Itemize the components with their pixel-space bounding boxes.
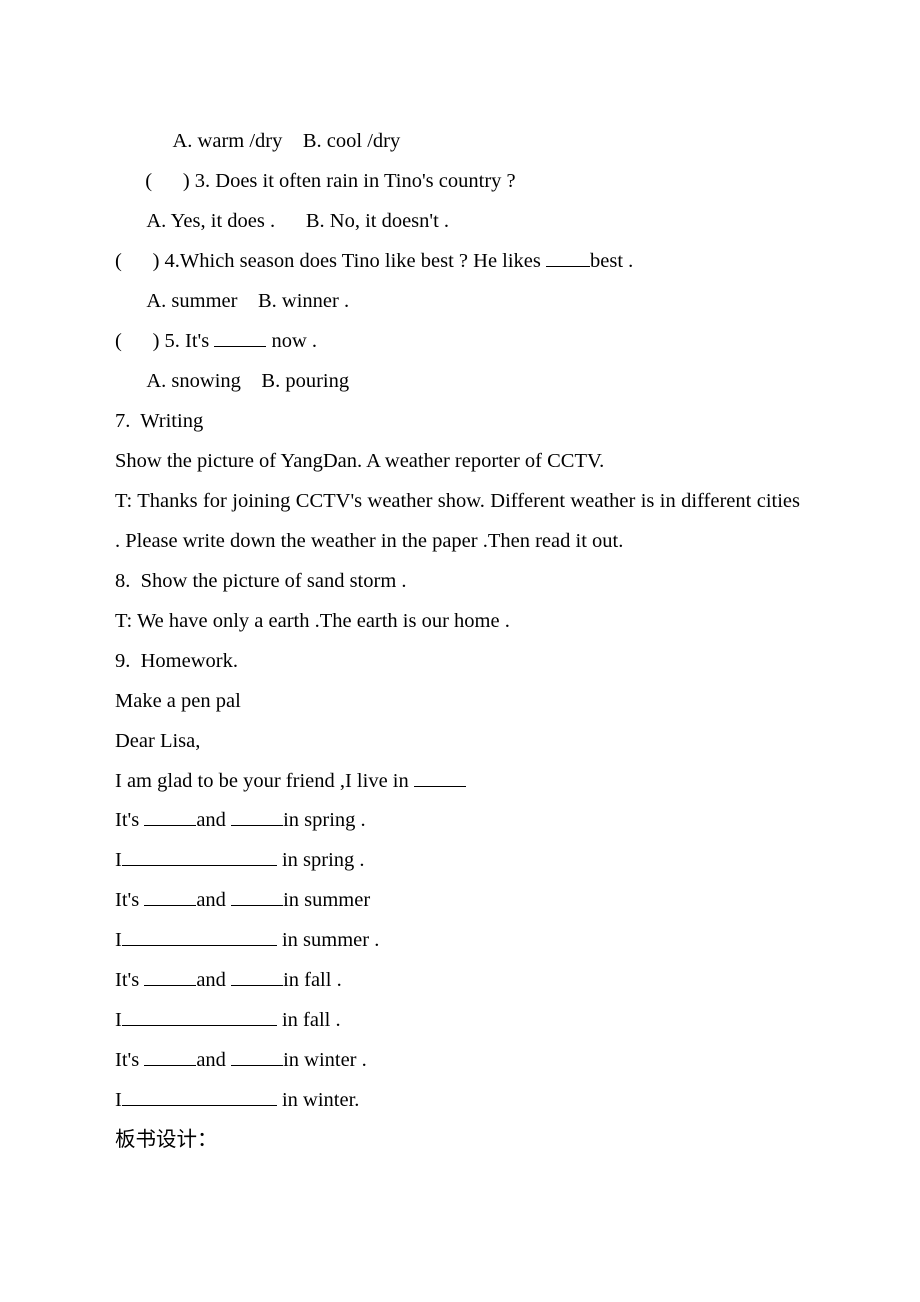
fall2-b: in fall . [277, 1009, 341, 1031]
q5-prefix: ( ) 5. It's [115, 330, 214, 352]
spring1-a: It's [115, 809, 144, 831]
section-8-heading: 8. Show the picture of sand storm . [115, 562, 800, 602]
blank-fill [144, 1046, 196, 1067]
q2-options: A. warm /dry B. cool /dry [115, 122, 800, 162]
fall-line1: It's and in fall . [115, 961, 800, 1001]
board-design-heading: 板书设计： [115, 1121, 800, 1161]
section-9-line3: I am glad to be your friend ,I live in [115, 762, 800, 802]
s9-line3-prefix: I am glad to be your friend ,I live in [115, 770, 414, 792]
blank-fill [231, 966, 283, 987]
fall2-a: I [115, 1009, 122, 1031]
winter-line2: I in winter. [115, 1081, 800, 1121]
spring1-c: in spring . [283, 809, 366, 831]
section-9-heading: 9. Homework. [115, 642, 800, 682]
blank-fill [214, 326, 266, 347]
blank-fill [414, 766, 466, 787]
winter2-a: I [115, 1089, 122, 1111]
blank-fill [144, 966, 196, 987]
spring2-b: in spring . [277, 849, 365, 871]
blank-fill [144, 886, 196, 907]
blank-fill [144, 806, 196, 827]
q5-text: ( ) 5. It's now . [115, 322, 800, 362]
summer1-b: and [196, 889, 231, 911]
section-8-line1: T: We have only a earth .The earth is ou… [115, 602, 800, 642]
blank-fill [122, 1006, 277, 1027]
blank-fill [231, 806, 283, 827]
winter1-b: and [196, 1049, 231, 1071]
spring1-b: and [196, 809, 231, 831]
summer2-b: in summer . [277, 929, 380, 951]
q4-prefix: ( ) 4.Which season does Tino like best ?… [115, 250, 546, 272]
winter1-c: in winter . [283, 1049, 367, 1071]
blank-fill [122, 846, 277, 867]
q3-options: A. Yes, it does . B. No, it doesn't . [115, 202, 800, 242]
summer1-a: It's [115, 889, 144, 911]
summer1-c: in summer [283, 889, 370, 911]
q5-suffix: now . [266, 330, 317, 352]
spring-line2: I in spring . [115, 841, 800, 881]
q4-options: A. summer B. winner . [115, 282, 800, 322]
winter-line1: It's and in winter . [115, 1041, 800, 1081]
section-7-line2: T: Thanks for joining CCTV's weather sho… [115, 482, 800, 562]
q3-text: ( ) 3. Does it often rain in Tino's coun… [115, 162, 800, 202]
spring2-a: I [115, 849, 122, 871]
q4-text: ( ) 4.Which season does Tino like best ?… [115, 242, 800, 282]
blank-fill [231, 886, 283, 907]
winter1-a: It's [115, 1049, 144, 1071]
spring-line1: It's and in spring . [115, 801, 800, 841]
summer-line2: I in summer . [115, 921, 800, 961]
section-7-line1: Show the picture of YangDan. A weather r… [115, 442, 800, 482]
fall-line2: I in fall . [115, 1001, 800, 1041]
section-9-line2: Dear Lisa, [115, 722, 800, 762]
q5-options: A. snowing B. pouring [115, 362, 800, 402]
summer-line1: It's and in summer [115, 881, 800, 921]
fall1-c: in fall . [283, 969, 342, 991]
blank-fill [122, 926, 277, 947]
blank-fill [122, 1086, 277, 1107]
q4-suffix: best . [590, 250, 633, 272]
fall1-a: It's [115, 969, 144, 991]
fall1-b: and [196, 969, 231, 991]
section-7-heading: 7. Writing [115, 402, 800, 442]
summer2-a: I [115, 929, 122, 951]
blank-fill [546, 246, 590, 267]
blank-fill [231, 1046, 283, 1067]
winter2-b: in winter. [277, 1089, 360, 1111]
section-9-line1: Make a pen pal [115, 682, 800, 722]
